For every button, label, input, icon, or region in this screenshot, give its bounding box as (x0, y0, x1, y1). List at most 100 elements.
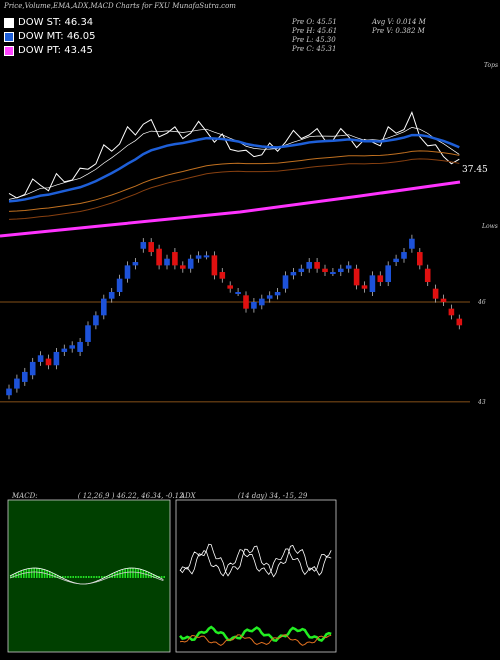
candle-body (101, 298, 107, 316)
candle-body (172, 252, 178, 266)
macd-histogram-bar (38, 568, 41, 578)
ema-mid-line (8, 133, 460, 203)
macd-histogram-bar (33, 568, 35, 578)
macd-histogram-bar (98, 576, 100, 578)
candle-body (259, 298, 265, 306)
stat-avg-volume: Avg V: 0.014 M (372, 18, 426, 26)
macd-histogram-bar (108, 575, 111, 578)
ema-lines (0, 111, 461, 238)
macd-histogram-bar (88, 576, 90, 578)
candle-body (353, 268, 360, 286)
candle-body (266, 295, 273, 299)
macd-histogram-bar (124, 568, 126, 578)
macd-histogram-bar (85, 576, 87, 578)
adx-di-plus-line (179, 543, 332, 578)
macd-histogram-bar (132, 568, 134, 578)
macd-histogram-bar (75, 576, 77, 578)
macd-histogram-bar (129, 568, 132, 578)
candle-body (53, 351, 60, 366)
candle-body (290, 272, 297, 276)
candle-body (148, 242, 154, 253)
candle-body (45, 358, 52, 366)
candle-body (243, 295, 249, 309)
macd-histogram-bar (54, 573, 56, 578)
candle-body (93, 315, 99, 326)
candle-body (282, 275, 289, 289)
candle-body (187, 258, 194, 269)
macd-histogram-bar (101, 576, 103, 578)
macd-histogram-bar (64, 576, 67, 578)
macd-histogram-bar (119, 570, 121, 578)
candle-body (393, 258, 399, 263)
candle-body (22, 371, 28, 382)
macd-histogram-bar (43, 569, 46, 578)
macd-histogram-bar (41, 568, 43, 578)
legend-dow-mt: DOW MT: 46.05 (4, 31, 95, 42)
site-name: MunafaSutra.com (172, 2, 236, 10)
candle-body (432, 288, 439, 299)
candle-body (298, 268, 305, 273)
candle-body (37, 355, 44, 362)
candle-body (251, 302, 257, 309)
macd-histogram-bar (10, 576, 12, 578)
macd-histogram-bar (121, 569, 124, 578)
candle-body (211, 255, 218, 276)
macd-histogram-bar (153, 574, 155, 578)
candle-body (132, 262, 139, 266)
candle-body (456, 318, 463, 326)
candle-body (203, 255, 210, 258)
level-46-label: 46 (478, 299, 486, 306)
adx-orange-line (179, 634, 332, 646)
macd-histogram-bar (56, 574, 59, 578)
candle-body (409, 238, 415, 249)
macd-histogram-bar (28, 568, 30, 578)
macd-histogram-bar (23, 570, 25, 578)
candle-body (219, 272, 226, 279)
candle-body (314, 262, 320, 269)
candle-body (306, 262, 312, 269)
candle-body (6, 388, 12, 396)
lows-label: Lows (482, 223, 498, 230)
candle-body (274, 292, 281, 296)
candle-body (14, 378, 20, 389)
adx-green-line (179, 625, 332, 643)
macd-histogram-bar (155, 575, 158, 578)
stat-high: Pre H: 45.61 (292, 27, 338, 35)
candle-body (116, 278, 123, 293)
candle-body (338, 268, 344, 273)
macd-histogram-bar (127, 568, 129, 578)
macd-histogram-bar (25, 569, 28, 578)
candle-body (369, 275, 376, 293)
macd-signal-line (9, 571, 164, 585)
legend-swatch-st (4, 17, 14, 28)
adx-lines (179, 543, 332, 646)
price-candles (0, 234, 470, 403)
candle-body (156, 248, 162, 266)
candle-body (180, 265, 186, 269)
candle-body (345, 265, 352, 269)
dow-pt-line (0, 180, 461, 238)
candle-body (448, 308, 455, 316)
candle-body (322, 268, 328, 273)
candle-body (77, 341, 83, 352)
macd-lines (9, 567, 165, 585)
macd-histogram-bar (62, 576, 64, 578)
adx-label: ADX (14 day) 34, -15, 29 (180, 492, 308, 500)
tops-label: Tops (484, 62, 499, 69)
candle-body (124, 265, 131, 279)
candle-body (330, 272, 336, 275)
macd-label: MACD: ( 12,26,9 ) 46.22, 46.34, -0.12 (12, 492, 184, 500)
macd-histogram-bar (137, 568, 139, 578)
macd-histogram-bar (150, 573, 152, 578)
macd-histogram-bar (134, 568, 137, 578)
stat-low: Pre L: 45.30 (292, 36, 336, 44)
candle-body (227, 285, 233, 289)
candle-body (195, 255, 202, 259)
macd-histogram-bar (30, 568, 33, 578)
macd-histogram-bar (20, 571, 22, 578)
candle-body (85, 325, 91, 342)
legend-dow-pt: DOW PT: 43.45 (4, 45, 93, 56)
macd-histogram-bar (36, 568, 38, 578)
stat-open: Pre O: 45.51 (292, 18, 337, 26)
candle-body (417, 252, 423, 266)
